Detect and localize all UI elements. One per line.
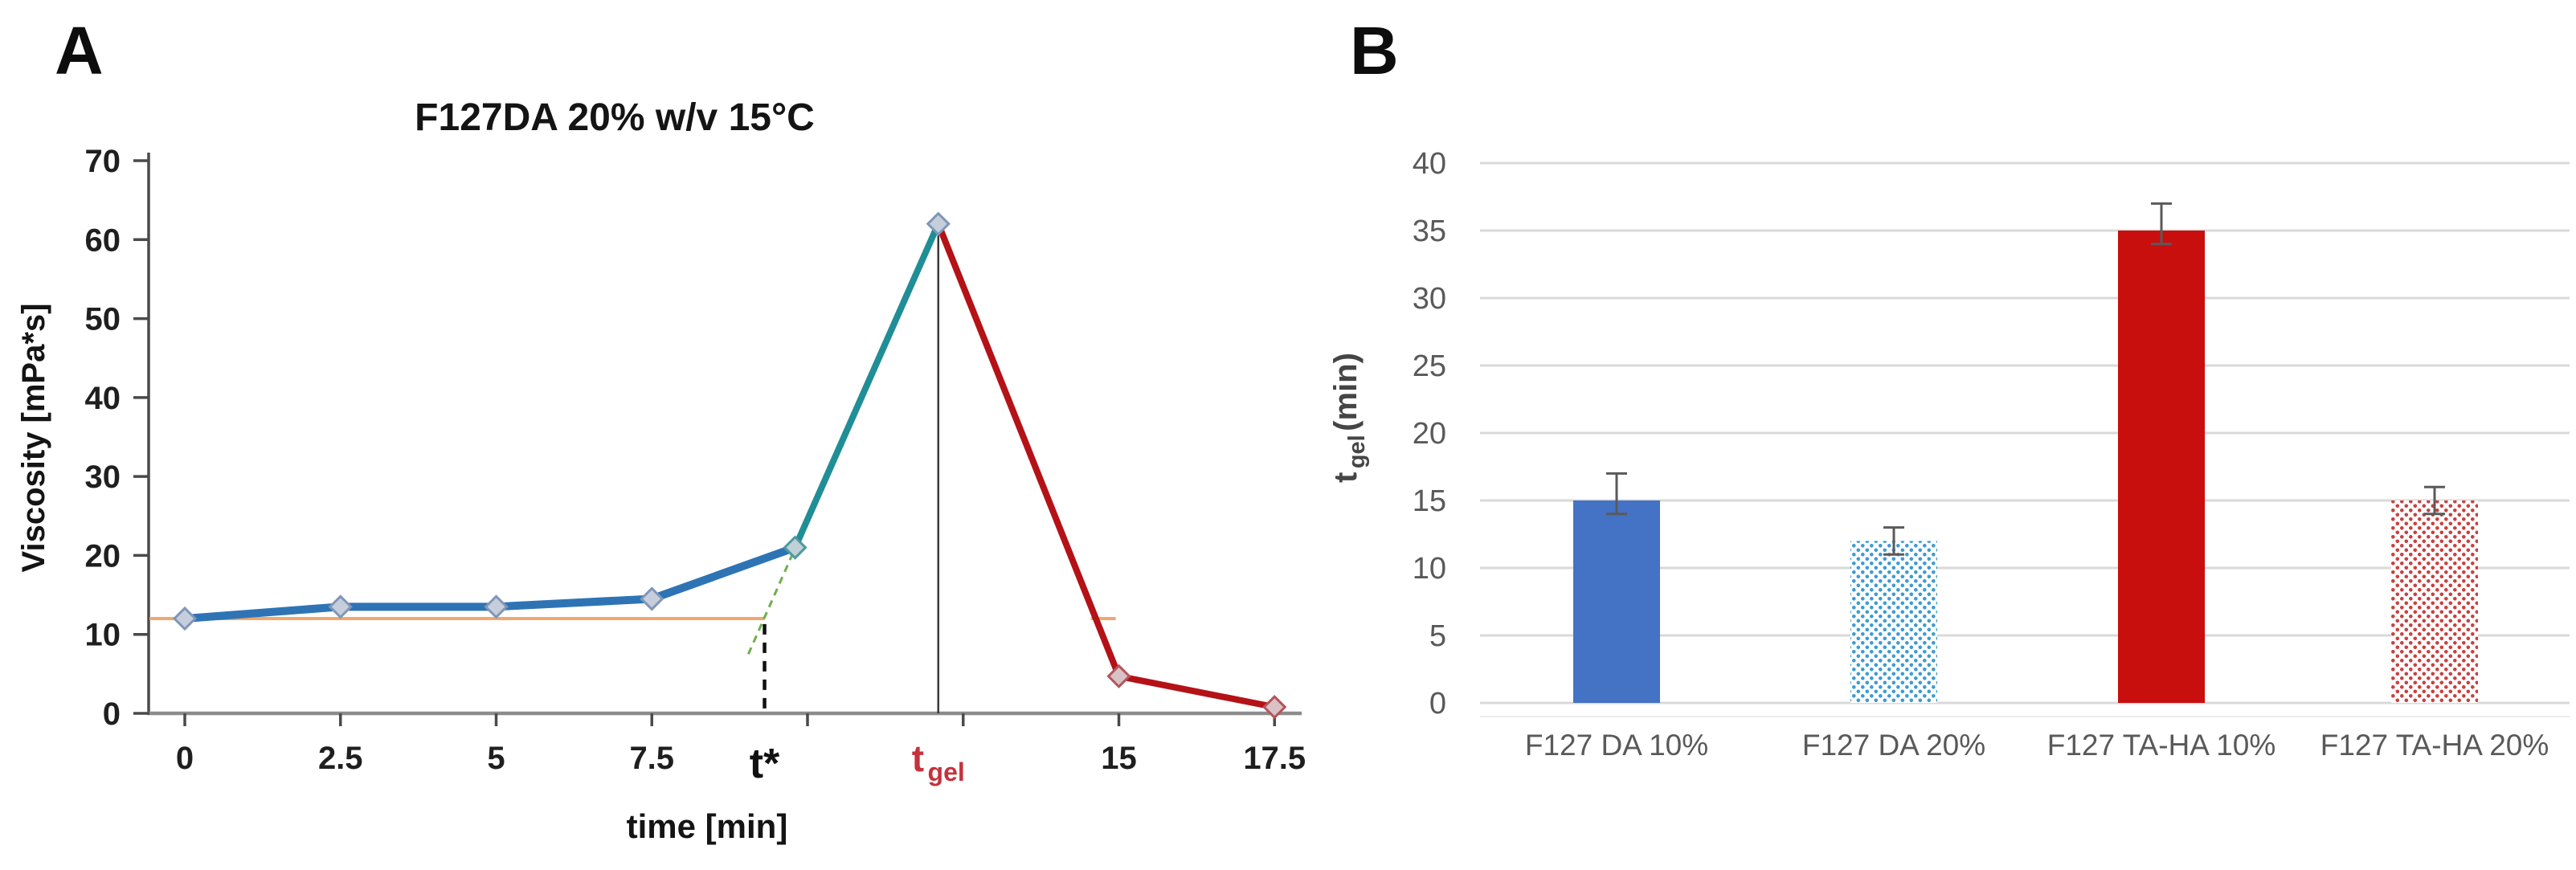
a-data-point-marker	[640, 586, 664, 611]
b-category-label: F127 TA-HA 20%	[2320, 729, 2549, 762]
a-plot-area: 0 10 20 30 40 50 60 70 0 2.5 5 7.5 15 17.5	[85, 144, 1306, 776]
panel-b-bar-chart: B t gel (min) 0 5 10 15 20 25 30 35 40 F127 DA 10…	[1328, 13, 2570, 762]
b-plot-area: 0 5 10 15 20 25 30 35 40 F127 DA 10% F127 DA 20% F1…	[1413, 147, 2570, 762]
a-data-point-marker	[1262, 695, 1287, 720]
b-y-axis-title-main: t	[1328, 472, 1364, 483]
b-bar	[2391, 500, 2478, 703]
b-category-label: F127 TA-HA 10%	[2047, 729, 2276, 762]
a-y-tick-label: 0	[103, 696, 121, 732]
a-y-tick-label: 30	[85, 460, 121, 495]
a-data-point-marker	[926, 211, 951, 236]
a-x-tick-label: 2.5	[318, 741, 363, 776]
a-y-tick-label: 20	[85, 538, 121, 574]
a-y-tick-label: 70	[85, 144, 121, 179]
a-data-point-marker	[328, 594, 353, 619]
b-bar	[1850, 541, 1937, 703]
a-data-point-marker	[783, 535, 808, 560]
b-bar	[2118, 231, 2205, 703]
a-x-axis-title: time [min]	[627, 807, 788, 845]
a-data-point-marker	[484, 594, 509, 619]
a-series-post-peak-decline	[934, 220, 1278, 711]
a-x-tick-label: 17.5	[1243, 741, 1306, 776]
a-t-star-label: t*	[750, 741, 780, 787]
b-y-tick-label: 25	[1413, 349, 1446, 383]
a-y-tick-label: 60	[85, 223, 121, 258]
b-y-tick-label: 40	[1413, 147, 1446, 181]
a-x-tick-label: 5	[487, 741, 505, 776]
b-y-axis-title-sub: gel	[1344, 435, 1370, 468]
a-series-gelation-rise	[791, 220, 942, 551]
a-data-point-marker	[172, 606, 198, 631]
b-y-tick-label: 0	[1429, 687, 1446, 721]
b-y-tick-label: 5	[1429, 619, 1446, 653]
b-y-axis-title-unit: (min)	[1328, 353, 1364, 431]
a-y-tick-label: 50	[85, 302, 121, 337]
b-y-tick-label: 10	[1413, 552, 1446, 586]
a-x-tick-label: 7.5	[629, 741, 674, 776]
a-y-tick-label: 10	[85, 618, 121, 653]
a-x-tick-label: 15	[1101, 741, 1137, 776]
b-y-tick-label: 30	[1413, 282, 1446, 316]
a-t-gel-label-main: t	[912, 737, 924, 779]
a-x-tick-label: 0	[176, 741, 194, 776]
b-y-tick-label: 20	[1413, 417, 1446, 451]
panel-a-label: A	[55, 13, 104, 88]
a-chart-title: F127DA 20% w/v 15°C	[415, 96, 815, 139]
b-bar	[1573, 500, 1660, 703]
panel-a-line-chart: A F127DA 20% w/v 15°C Viscosity [mPa*s] …	[16, 13, 1306, 845]
a-y-axis-title: Viscosity [mPa*s]	[16, 304, 51, 573]
b-y-tick-label: 15	[1413, 484, 1446, 518]
a-t-gel-label: t gel	[912, 737, 965, 786]
b-y-axis-title: t gel (min)	[1328, 353, 1370, 483]
a-t-gel-label-sub: gel	[928, 758, 965, 786]
b-category-label: F127 DA 10%	[1525, 729, 1708, 762]
a-y-tick-label: 40	[85, 381, 121, 416]
b-y-tick-label: 35	[1413, 214, 1446, 248]
b-category-label: F127 DA 20%	[1802, 729, 1985, 762]
a-data-point-marker	[1106, 664, 1131, 688]
panel-b-label: B	[1350, 13, 1399, 88]
